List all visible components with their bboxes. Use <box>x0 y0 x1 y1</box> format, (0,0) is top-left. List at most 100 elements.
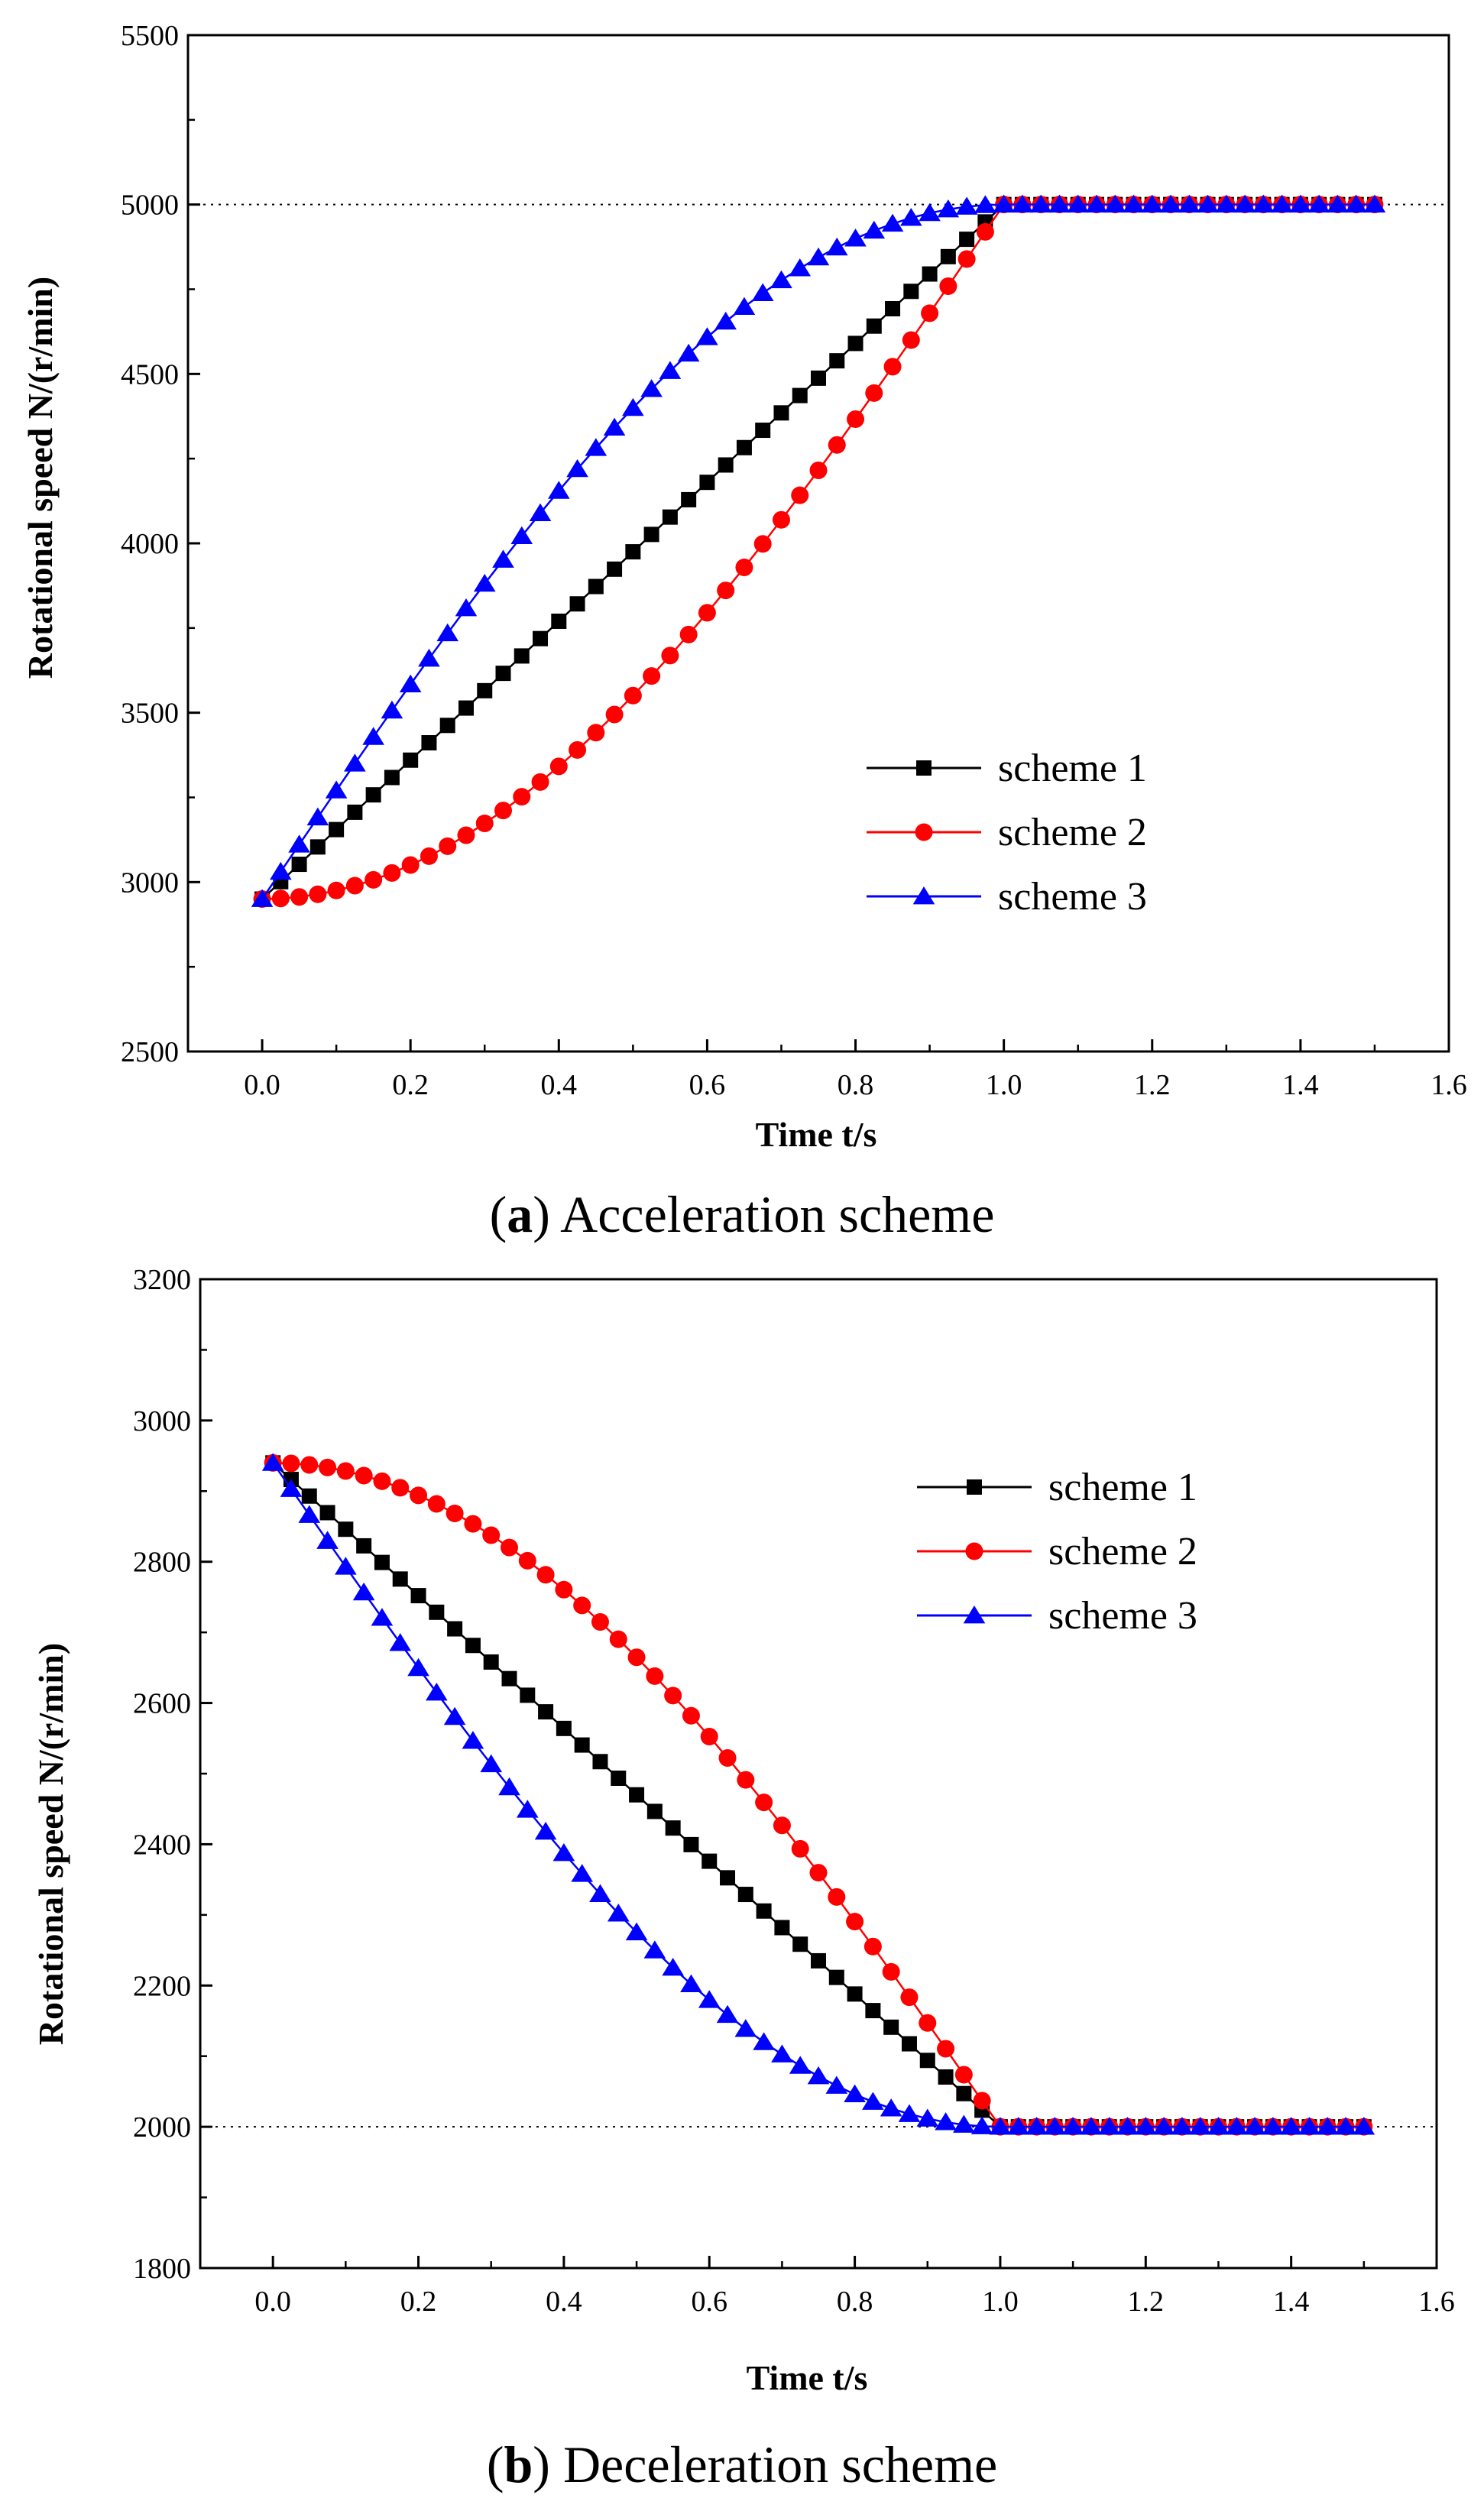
deceleration-caption-letter: b <box>504 2435 533 2493</box>
deceleration-series-2-point <box>809 1864 828 1882</box>
deceleration-series-3-point <box>1189 2117 1211 2135</box>
acceleration-series-3-point <box>937 199 960 218</box>
deceleration-ylabel: Rotational speed N/(r/min) <box>31 1643 70 2045</box>
acceleration-series-3-point <box>1252 194 1275 213</box>
acceleration-xlabel: Time t/s <box>756 1115 877 1154</box>
acceleration-caption-letter: a <box>507 1185 533 1243</box>
deceleration-series-1-point <box>865 2003 881 2019</box>
deceleration-series-2-point <box>773 1816 791 1835</box>
deceleration-xtick-label: 0.6 <box>691 2286 727 2318</box>
acceleration-series-3-point <box>1307 194 1330 213</box>
deceleration-ytick-label: 1800 <box>133 2253 191 2285</box>
deceleration-series-3-point <box>625 1922 648 1941</box>
acceleration-series-1-point <box>291 857 307 873</box>
deceleration-series-2-point <box>900 1988 919 2007</box>
deceleration-series-1-point <box>683 1836 699 1852</box>
acceleration-xtick-label: 0.4 <box>541 1069 578 1101</box>
acceleration-series-2-point <box>513 788 531 806</box>
deceleration-series-1-point <box>447 1621 463 1637</box>
deceleration-series-3-point <box>552 1842 575 1862</box>
deceleration-series-2-point <box>501 1538 518 1557</box>
deceleration-series-3-point <box>443 1706 466 1725</box>
acceleration-series-3-point <box>603 417 626 436</box>
deceleration-series-3-point <box>298 1505 321 1523</box>
acceleration-series-2-line <box>262 203 1375 900</box>
deceleration-series-3-point <box>462 1731 484 1749</box>
deceleration-series-2-point <box>482 1526 501 1544</box>
acceleration-series-3-point <box>640 379 663 397</box>
acceleration-series-2-point <box>365 870 383 889</box>
deceleration-series-3-point <box>1098 2117 1121 2135</box>
deceleration-series-3-point <box>534 1822 557 1840</box>
acceleration-series-1-point <box>940 248 956 264</box>
deceleration-series-3-point <box>1152 2117 1175 2135</box>
acceleration-series-3-point <box>362 727 384 745</box>
acceleration-series-2-point <box>717 582 735 600</box>
acceleration-series-3-point <box>270 861 292 880</box>
deceleration-series-2-point <box>464 1515 482 1533</box>
deceleration-series-1-point <box>847 1986 863 2002</box>
acceleration-series-1-point <box>551 613 567 629</box>
acceleration-series-3-point <box>251 889 274 907</box>
deceleration-series-2-point <box>737 1771 755 1789</box>
deceleration-series-3-point <box>516 1800 539 1818</box>
deceleration-series-1-point <box>665 1820 681 1836</box>
deceleration-series-3-point <box>680 1974 702 1993</box>
deceleration-series-3-point <box>1026 2117 1048 2135</box>
acceleration-series-3-point <box>1141 194 1164 213</box>
deceleration-series-2-point <box>700 1727 718 1745</box>
deceleration-series-3-point <box>844 2084 866 2103</box>
acceleration-data-marks <box>188 194 1449 908</box>
acceleration-series-2-point <box>902 331 920 349</box>
acceleration-series-3-point <box>1178 194 1200 213</box>
deceleration-series-3-point <box>1280 2117 1302 2135</box>
acceleration-series-2-point <box>809 461 828 479</box>
acceleration-legend: scheme 1 scheme 2 scheme 3 <box>867 747 1147 919</box>
acceleration-series-3-point <box>993 194 1015 213</box>
acceleration-series-1-point <box>495 666 511 682</box>
deceleration-series-1-point <box>646 1803 663 1819</box>
deceleration-legend-label-2: scheme 2 <box>1048 1530 1197 1573</box>
deceleration-series-3-point <box>1262 2117 1285 2135</box>
acceleration-series-1-point <box>736 439 752 455</box>
acceleration-xtick-label: 0.0 <box>244 1069 280 1101</box>
deceleration-series-3-point <box>1134 2117 1157 2135</box>
acceleration-series-1-point <box>347 804 363 820</box>
deceleration-series-2-point <box>427 1495 446 1513</box>
acceleration-xtick-label: 1.4 <box>1282 1069 1319 1101</box>
acceleration-series-2-point <box>345 877 364 895</box>
deceleration-series-2-point <box>973 2092 991 2110</box>
acceleration-series-3-point <box>418 648 440 667</box>
acceleration-series-3-point <box>789 258 812 277</box>
acceleration-series-3-point <box>825 237 848 256</box>
acceleration-xtick-label: 0.2 <box>392 1069 429 1101</box>
acceleration-series-1-point <box>922 266 938 282</box>
deceleration-xtick-label: 0.2 <box>400 2286 437 2318</box>
acceleration-series-1-point <box>607 561 623 577</box>
acceleration-series-1-line <box>261 203 1375 900</box>
acceleration-ytick-label: 2500 <box>121 1036 179 1068</box>
acceleration-series-3-point <box>1289 194 1312 213</box>
deceleration-series-3-point <box>1316 2117 1339 2135</box>
deceleration-series-2-point <box>319 1458 337 1476</box>
acceleration-series-3-point <box>1029 194 1052 213</box>
acceleration-series-3-point <box>325 780 348 799</box>
deceleration-ytick-label: 2400 <box>133 1829 191 1861</box>
acceleration-series-1-point <box>439 718 455 734</box>
deceleration-series-2-point <box>919 2014 937 2032</box>
deceleration-series-3-point <box>1080 2117 1103 2135</box>
acceleration-series-3-point <box>955 196 978 215</box>
acceleration-series-1-point <box>903 284 919 300</box>
deceleration-series-3-point <box>734 2019 757 2037</box>
deceleration-series-2-point <box>573 1596 591 1615</box>
deceleration-xtick-label: 0.8 <box>837 2286 873 2318</box>
acceleration-series-2-point <box>847 410 865 429</box>
acceleration-series-3-point <box>492 549 514 568</box>
acceleration-series-1-point <box>792 387 808 403</box>
deceleration-series-1-point <box>811 1952 826 1968</box>
deceleration-series-2-point <box>718 1748 737 1767</box>
acceleration-series-2-point <box>401 856 420 874</box>
acceleration-legend-marker-1 <box>916 760 932 776</box>
deceleration-series-1-line <box>272 1462 1364 2128</box>
